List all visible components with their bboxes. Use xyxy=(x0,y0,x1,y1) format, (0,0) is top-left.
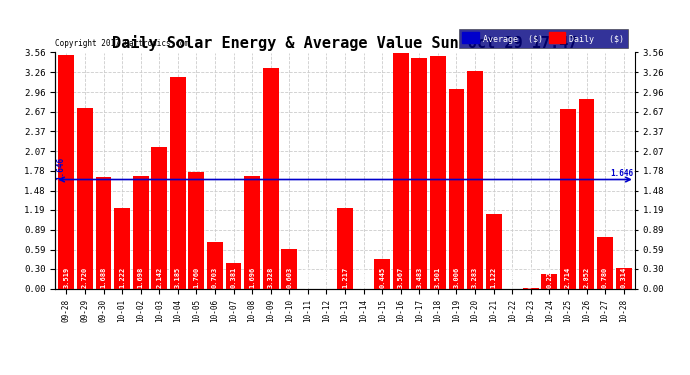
Text: 1.698: 1.698 xyxy=(137,267,144,288)
Text: 0.445: 0.445 xyxy=(379,267,385,288)
Bar xyxy=(226,264,241,289)
Bar xyxy=(59,55,75,289)
Text: 1.222: 1.222 xyxy=(119,267,125,288)
Legend: Average  ($), Daily   ($): Average ($), Daily ($) xyxy=(459,29,628,48)
Text: 0.000: 0.000 xyxy=(305,267,311,288)
Text: 0.003: 0.003 xyxy=(324,267,329,288)
Text: 2.852: 2.852 xyxy=(584,267,589,288)
Text: 3.567: 3.567 xyxy=(397,267,404,288)
Bar xyxy=(263,68,279,289)
Bar xyxy=(77,108,93,289)
Text: 3.185: 3.185 xyxy=(175,267,181,288)
Bar xyxy=(244,176,260,289)
Text: 0.703: 0.703 xyxy=(212,267,218,288)
Text: 1.688: 1.688 xyxy=(101,267,106,288)
Text: 1.646: 1.646 xyxy=(56,156,65,180)
Text: Copyright 2017 Cartronics.com: Copyright 2017 Cartronics.com xyxy=(55,39,189,48)
Text: 1.760: 1.760 xyxy=(193,267,199,288)
Bar xyxy=(170,77,186,289)
Bar xyxy=(282,249,297,289)
Bar xyxy=(430,56,446,289)
Bar xyxy=(132,176,148,289)
Text: 3.328: 3.328 xyxy=(268,267,274,288)
Text: 1.696: 1.696 xyxy=(249,267,255,288)
Bar xyxy=(597,237,613,289)
Bar xyxy=(393,52,408,289)
Bar xyxy=(151,147,167,289)
Bar xyxy=(542,274,558,289)
Bar xyxy=(579,99,594,289)
Bar xyxy=(96,177,111,289)
Text: 3.501: 3.501 xyxy=(435,267,441,288)
Text: 3.519: 3.519 xyxy=(63,267,70,288)
Bar xyxy=(207,242,223,289)
Text: 0.003: 0.003 xyxy=(509,267,515,288)
Text: 3.006: 3.006 xyxy=(453,267,460,288)
Text: 1.217: 1.217 xyxy=(342,267,348,288)
Bar xyxy=(374,259,390,289)
Text: 0.381: 0.381 xyxy=(230,267,237,288)
Text: 2.714: 2.714 xyxy=(565,267,571,288)
Bar xyxy=(411,58,427,289)
Text: 0.603: 0.603 xyxy=(286,267,293,288)
Text: 0.004: 0.004 xyxy=(528,267,534,288)
Text: 0.224: 0.224 xyxy=(546,267,553,288)
Bar xyxy=(448,89,464,289)
Text: 1.646: 1.646 xyxy=(611,169,634,178)
Bar xyxy=(467,71,483,289)
Bar xyxy=(337,208,353,289)
Text: 0.000: 0.000 xyxy=(361,267,366,288)
Text: 1.122: 1.122 xyxy=(491,267,497,288)
Text: 0.780: 0.780 xyxy=(602,267,608,288)
Bar xyxy=(560,109,576,289)
Text: 3.283: 3.283 xyxy=(472,267,478,288)
Bar xyxy=(615,268,631,289)
Bar xyxy=(114,208,130,289)
Bar xyxy=(188,172,204,289)
Text: 3.483: 3.483 xyxy=(416,267,422,288)
Bar xyxy=(486,214,502,289)
Text: 2.720: 2.720 xyxy=(82,267,88,288)
Text: 0.314: 0.314 xyxy=(620,267,627,288)
Text: 2.142: 2.142 xyxy=(156,267,162,288)
Title: Daily Solar Energy & Average Value Sun Oct 29 17:47: Daily Solar Energy & Average Value Sun O… xyxy=(112,35,578,51)
